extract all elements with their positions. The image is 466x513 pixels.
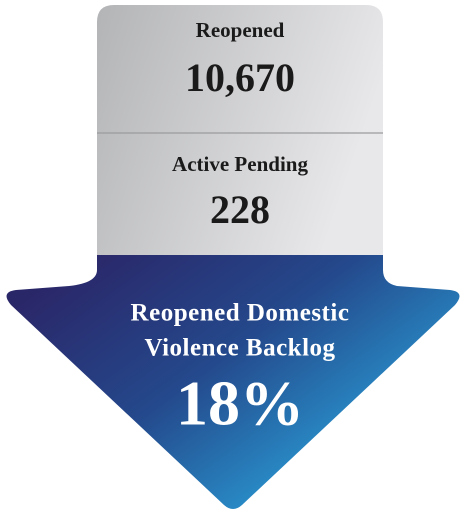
arrow [6,255,460,509]
panel-value: 10,670 [185,55,295,100]
arrow-title: Reopened Domestic [131,300,350,327]
panel-label: Active Pending [172,152,308,176]
arrow-title: Violence Backlog [144,335,335,362]
panel-label: Reopened [196,18,285,42]
gray-panel [97,5,383,255]
panel-value: 228 [210,187,270,232]
arrow-value: 18% [176,368,304,439]
